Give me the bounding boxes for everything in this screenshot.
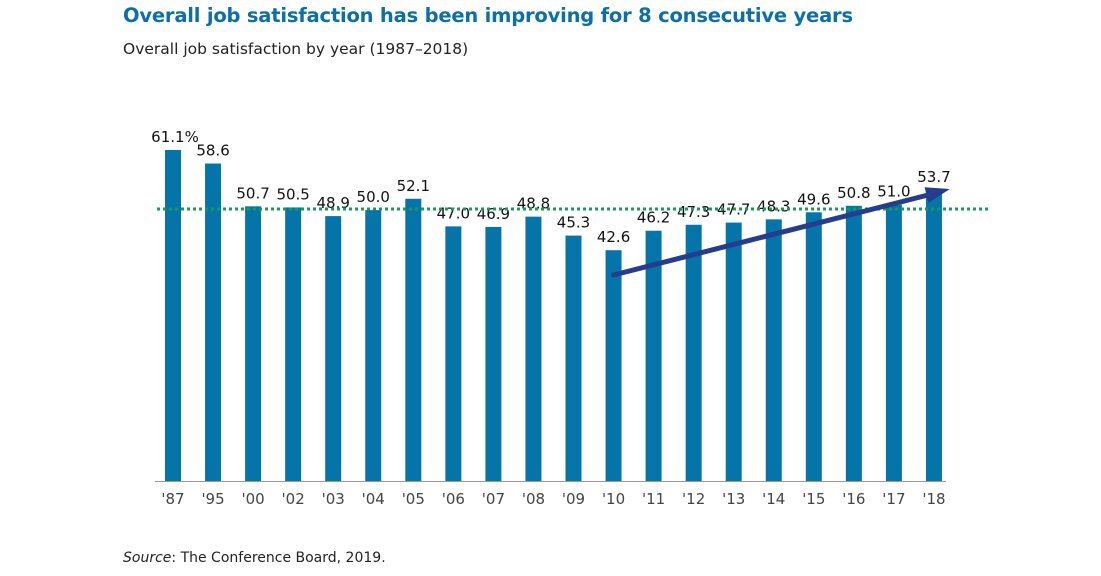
x-tick-label: '14 [762, 490, 785, 508]
x-tick-label: '05 [402, 490, 425, 508]
bar-13 [685, 224, 702, 482]
data-label: 48.3 [757, 197, 790, 215]
x-tick-label: '03 [322, 490, 345, 508]
source-label: Source [123, 550, 172, 566]
x-tick-label: '07 [482, 490, 505, 508]
chart-subtitle: Overall job satisfaction by year (1987–2… [123, 40, 469, 58]
bar-15 [765, 219, 782, 482]
data-label: 45.3 [557, 214, 590, 232]
bar-2 [245, 206, 262, 481]
bar-3 [285, 207, 302, 481]
bar-4 [325, 216, 342, 481]
x-tick-label: '06 [442, 490, 465, 508]
bar-5 [365, 210, 382, 481]
data-label: 50.0 [357, 188, 390, 206]
data-label: 47.0 [437, 204, 470, 222]
bar-12 [645, 230, 662, 481]
data-label: 42.6 [597, 228, 630, 246]
data-label: 61.1% [151, 128, 199, 146]
x-tick-label: '02 [282, 490, 305, 508]
x-tick-label: '04 [362, 490, 385, 508]
trend-arrow-head [924, 187, 950, 203]
bar-16 [805, 212, 822, 482]
data-label: 50.8 [837, 184, 870, 202]
source-text: : The Conference Board, 2019. [171, 550, 386, 566]
x-tick-label: '17 [882, 490, 905, 508]
bar-10 [565, 235, 582, 481]
bar-11 [605, 250, 622, 481]
bar-14 [725, 222, 742, 481]
bar-1 [205, 163, 222, 481]
x-tick-label: '13 [722, 490, 745, 508]
x-tick-label: '16 [842, 490, 865, 508]
x-tick-label: '87 [161, 490, 184, 508]
x-tick-label: '11 [642, 490, 665, 508]
chart-title: Overall job satisfaction has been improv… [123, 4, 853, 27]
bar-0 [165, 150, 181, 481]
source-note: Source: The Conference Board, 2019. [123, 550, 386, 566]
data-label: 48.8 [517, 195, 550, 213]
bar-8 [485, 226, 502, 481]
x-tick-label: '00 [241, 490, 264, 508]
bar-17 [845, 205, 862, 481]
x-tick-label: '09 [562, 490, 585, 508]
bar-6 [405, 198, 422, 481]
data-label: 52.1 [397, 177, 430, 195]
data-label: 50.5 [276, 185, 309, 203]
x-tick-label: '18 [922, 490, 945, 508]
x-tick-label: '10 [602, 490, 625, 508]
x-tick-label: '08 [522, 490, 545, 508]
data-label: 47.3 [677, 203, 710, 221]
data-label: 53.7 [917, 168, 950, 186]
trend-arrow-shaft [611, 191, 935, 278]
bar-7 [445, 226, 462, 481]
bar-9 [525, 216, 542, 481]
bar-19 [925, 190, 942, 481]
data-label: 58.6 [196, 142, 229, 160]
x-tick-label: '95 [201, 490, 224, 508]
x-tick-label: '12 [682, 490, 705, 508]
data-label: 50.7 [236, 184, 269, 202]
x-tick-label: '15 [802, 490, 825, 508]
data-label: 46.2 [637, 209, 670, 227]
data-label: 51.0 [877, 183, 910, 201]
data-label: 48.9 [316, 194, 349, 212]
bar-18 [885, 204, 902, 482]
data-label: 49.6 [797, 190, 830, 208]
